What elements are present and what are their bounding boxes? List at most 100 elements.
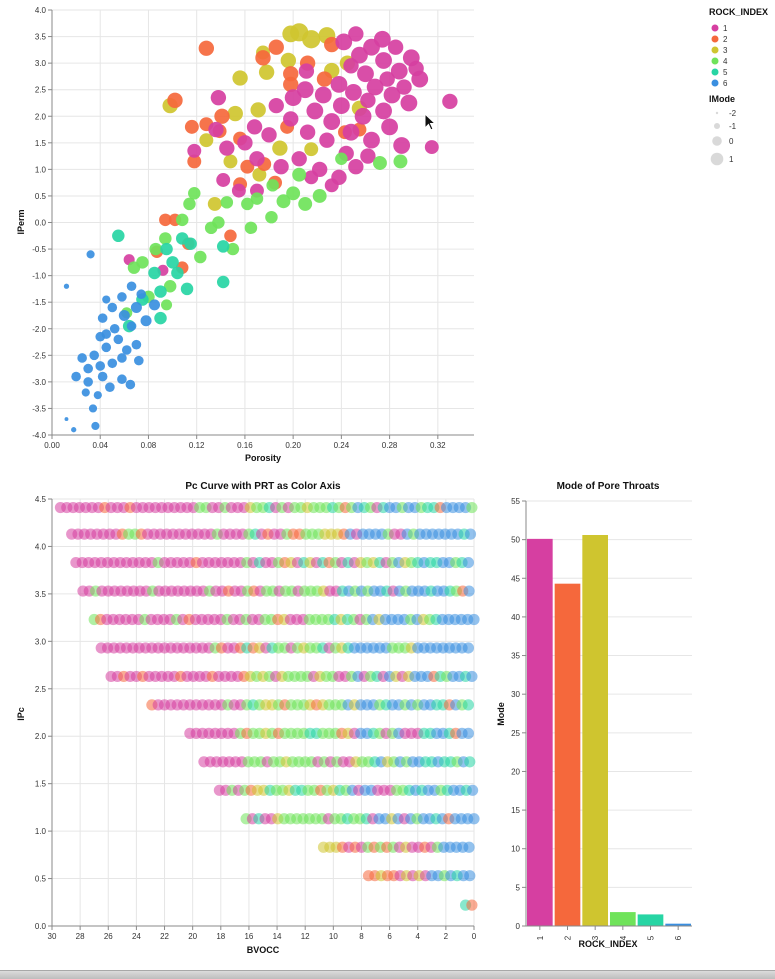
legend-size-swatch bbox=[710, 152, 724, 166]
scatter1-point bbox=[314, 86, 332, 104]
scatter2-point bbox=[462, 727, 474, 739]
scatter2-x-tick-label: 28 bbox=[76, 932, 85, 941]
scatter1-point bbox=[101, 342, 112, 353]
window-bottom-edge bbox=[0, 970, 775, 979]
scatter2-y-tick-label: 1.5 bbox=[35, 780, 47, 789]
scatter1-y-tick-label: 2.5 bbox=[35, 86, 47, 95]
scatter1-point bbox=[354, 107, 372, 125]
scatter2-x-tick-label: 2 bbox=[444, 932, 449, 941]
legend-color-label: 4 bbox=[723, 57, 728, 66]
legend-size-swatch bbox=[714, 123, 720, 129]
scatter1-point bbox=[291, 151, 307, 167]
scatter1-point bbox=[266, 179, 279, 192]
scatter2-title: Pc Curve with PRT as Color Axis bbox=[185, 481, 341, 492]
scatter2-y-tick-label: 1.0 bbox=[35, 827, 47, 836]
bar-chart-x-tick-label: 3 bbox=[591, 935, 600, 940]
scatter1-point bbox=[160, 242, 173, 256]
scatter1-point bbox=[183, 197, 196, 211]
scatter2-point bbox=[464, 756, 476, 768]
scatter1-point bbox=[95, 361, 106, 371]
scatter1-point bbox=[299, 124, 316, 140]
bar-rock-index-1 bbox=[527, 538, 553, 926]
scatter1-point bbox=[220, 196, 234, 209]
scatter1-y-tick-label: 3.0 bbox=[35, 59, 47, 68]
scatter1-point bbox=[149, 242, 162, 256]
scatter1-point bbox=[280, 52, 296, 69]
scatter1-point bbox=[117, 374, 127, 385]
porosity-lperm-scatter: 0.00 0.04 0.08 0.12 0.16 0.20 0.24 0.28 0.32 -4.0… bbox=[16, 6, 474, 463]
scatter2-x-tick-label: 12 bbox=[301, 932, 310, 941]
scatter1-point bbox=[302, 30, 321, 49]
scatter1-point bbox=[244, 221, 258, 235]
scatter1-y-tick-label: -1.5 bbox=[32, 298, 46, 307]
scatter1-point bbox=[148, 266, 161, 280]
legend-color-swatch bbox=[711, 35, 719, 43]
bar-chart-x-tick-label: 5 bbox=[647, 935, 656, 940]
scatter1-point bbox=[319, 132, 335, 148]
scatter1-point bbox=[77, 353, 87, 363]
mode-bar-chart: Mode of Pore Throats 0510152025303540455… bbox=[496, 481, 692, 949]
scatter1-y-tick-label: -1.0 bbox=[32, 272, 46, 281]
legend-size-swatch bbox=[715, 111, 719, 115]
bar-chart-y-tick-label: 50 bbox=[511, 536, 520, 545]
scatter2-point bbox=[462, 556, 474, 569]
scatter2-point bbox=[464, 870, 476, 882]
scatter1-point bbox=[261, 127, 277, 143]
scatter2-point bbox=[462, 699, 474, 711]
scatter1-point bbox=[63, 283, 70, 289]
scatter1-point bbox=[71, 427, 77, 433]
scatter1-y-tick-label: -4.0 bbox=[32, 431, 46, 440]
scatter1-point bbox=[360, 92, 376, 108]
scatter2-y-axis-title: lPc bbox=[16, 707, 26, 721]
scatter2-y-tick-label: 2.5 bbox=[35, 685, 47, 694]
scatter2-x-tick-label: 22 bbox=[160, 932, 169, 941]
scatter1-point bbox=[161, 299, 173, 311]
scatter1-point bbox=[107, 302, 118, 313]
scatter1-point bbox=[306, 102, 324, 120]
scatter1-point bbox=[154, 285, 167, 298]
scatter1-point bbox=[283, 111, 299, 127]
scatter1-point bbox=[298, 63, 315, 79]
scatter1-point bbox=[227, 105, 243, 122]
scatter1-point bbox=[272, 140, 288, 156]
scatter1-point bbox=[400, 94, 418, 112]
scatter1-point bbox=[105, 382, 115, 392]
scatter2-x-axis-title: BVOCC bbox=[247, 945, 280, 955]
scatter1-point bbox=[81, 388, 90, 397]
legend-size-label: -2 bbox=[729, 109, 737, 118]
bar-chart-y-tick-label: 10 bbox=[511, 845, 520, 854]
scatter2-point bbox=[466, 501, 478, 514]
scatter1-point bbox=[113, 334, 124, 345]
scatter1-point bbox=[107, 358, 118, 369]
scatter1-x-axis-title: Porosity bbox=[245, 453, 281, 463]
scatter1-point bbox=[284, 89, 302, 107]
scatter1-point bbox=[118, 309, 130, 321]
scatter1-point bbox=[360, 148, 376, 164]
scatter1-point bbox=[387, 39, 404, 55]
scatter1-point bbox=[216, 275, 230, 289]
bar-chart-y-axis-title: Mode bbox=[496, 702, 506, 726]
bar-rock-index-5 bbox=[637, 914, 664, 926]
scatter1-x-tick-label: 0.16 bbox=[237, 441, 253, 450]
scatter1-point bbox=[345, 83, 362, 101]
legend-size-label: -1 bbox=[729, 122, 737, 131]
scatter1-point bbox=[86, 250, 95, 259]
scatter2-point bbox=[462, 642, 474, 654]
bar-chart-y-tick-label: 15 bbox=[511, 806, 520, 815]
scatter1-point bbox=[232, 70, 248, 86]
bar-chart-x-axis-title: ROCK_INDEX bbox=[578, 939, 637, 949]
scatter1-x-tick-label: 0.20 bbox=[285, 441, 301, 450]
pc-curve-scatter: Pc Curve with PRT as Color Axis 30 28 26 24… bbox=[16, 481, 480, 955]
scatter2-y-tick-label: 3.0 bbox=[35, 637, 47, 646]
scatter1-point bbox=[292, 167, 307, 182]
scatter2-x-tick-label: 8 bbox=[359, 932, 364, 941]
scatter1-point bbox=[363, 131, 380, 149]
scatter1-point bbox=[207, 196, 222, 211]
scatter1-point bbox=[424, 140, 439, 155]
scatter2-point bbox=[463, 841, 475, 853]
scatter1-x-tick-label: 0.12 bbox=[189, 441, 205, 450]
mouse-cursor-icon bbox=[424, 113, 436, 131]
legend-size-label: 0 bbox=[729, 137, 734, 146]
legend-color-label: 1 bbox=[723, 24, 728, 33]
